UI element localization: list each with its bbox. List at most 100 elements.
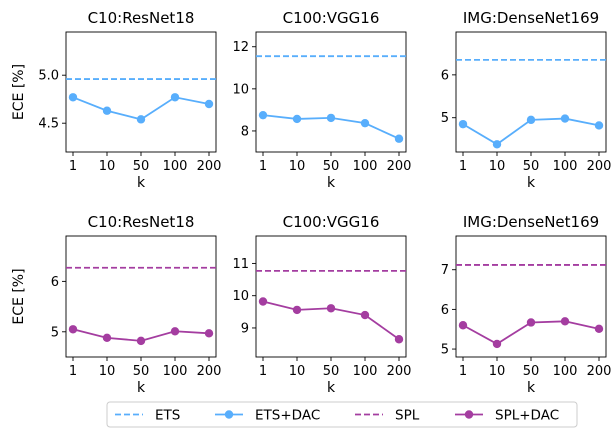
chart-title: C10:ResNet18 xyxy=(88,213,195,231)
legend-item: SPL+DAC xyxy=(455,408,559,424)
x-tick-label: 1 xyxy=(459,159,467,174)
legend-item: SPL xyxy=(355,408,420,424)
x-tick-label: 10 xyxy=(489,364,506,379)
axes-frame xyxy=(455,235,607,358)
x-tick-label: 10 xyxy=(489,159,506,174)
x-tick-label: 50 xyxy=(133,159,150,174)
chart-panel-6: IMG:DenseNet169 1 10 50 100 200 k 5 6 7 xyxy=(441,213,612,396)
axes-frame xyxy=(255,31,407,153)
x-tick-label: 1 xyxy=(69,364,77,379)
data-point xyxy=(394,134,404,143)
chart-title: C100:VGG16 xyxy=(283,213,380,231)
x-axis-label: k xyxy=(327,380,336,396)
x-tick-label: 1 xyxy=(259,364,267,379)
data-point xyxy=(204,329,214,338)
y-tick-label: 4.5 xyxy=(38,117,59,132)
y-tick-label: 10 xyxy=(232,82,249,97)
x-axis-label: k xyxy=(137,380,146,396)
x-tick-label: 200 xyxy=(587,159,612,174)
x-tick-label: 50 xyxy=(133,364,150,379)
legend-label: SPL xyxy=(395,408,420,424)
chart-title: IMG:DenseNet169 xyxy=(463,9,599,27)
chart-panel-1: C10:ResNet18 1 10 50 100 200 k 4.5 5.0 ECE [%] xyxy=(11,9,221,191)
data-point xyxy=(258,110,268,120)
x-tick-label: 10 xyxy=(99,364,116,379)
x-axis-label: k xyxy=(137,175,146,191)
legend: ETS ETS+DAC SPL SPL+DAC xyxy=(106,401,578,428)
legend-marker xyxy=(224,410,234,419)
data-point xyxy=(326,304,336,313)
y-axis-label: ECE [%] xyxy=(11,64,27,120)
y-tick-label: 7 xyxy=(441,263,449,278)
data-point xyxy=(68,325,78,334)
y-tick-label: 5 xyxy=(441,111,449,126)
data-point xyxy=(102,333,112,343)
x-tick-label: 100 xyxy=(353,159,378,174)
x-tick-label: 50 xyxy=(323,159,340,174)
x-tick-label: 200 xyxy=(197,159,222,174)
y-tick-label: 10 xyxy=(232,289,249,304)
y-tick-label: 9 xyxy=(241,321,249,336)
legend-label: ETS xyxy=(155,408,180,424)
data-point xyxy=(594,324,604,334)
chart-title: C10:ResNet18 xyxy=(88,9,195,27)
chart-panel-2: C100:VGG16 1 10 50 100 200 k 8 10 12 xyxy=(232,9,411,191)
y-tick-label: 5.0 xyxy=(38,69,59,84)
data-point xyxy=(526,115,536,125)
y-axis-label: ECE [%] xyxy=(11,268,27,324)
data-point xyxy=(526,318,536,327)
data-point xyxy=(292,114,302,124)
legend-item: ETS xyxy=(115,408,180,424)
x-tick-label: 100 xyxy=(553,364,578,379)
y-tick-label: 6 xyxy=(441,303,449,318)
data-point xyxy=(170,93,180,102)
data-point xyxy=(492,339,502,349)
data-point xyxy=(492,140,502,149)
data-point xyxy=(292,305,302,315)
y-tick-label: 5 xyxy=(441,343,449,358)
data-point xyxy=(170,327,180,336)
x-axis-label: k xyxy=(527,380,536,396)
x-tick-label: 200 xyxy=(387,364,412,379)
chart-panel-4: C10:ResNet18 1 10 50 100 200 k 5 6 ECE [%] xyxy=(11,213,221,396)
data-point xyxy=(560,114,570,123)
data-point xyxy=(594,121,604,130)
data-point xyxy=(136,336,146,346)
x-tick-label: 100 xyxy=(163,364,188,379)
x-tick-label: 1 xyxy=(459,364,467,379)
data-point xyxy=(394,335,404,344)
data-point xyxy=(102,106,112,115)
y-tick-label: 6 xyxy=(441,68,449,83)
data-point xyxy=(458,321,468,330)
x-tick-label: 50 xyxy=(523,159,540,174)
data-point xyxy=(360,118,370,128)
x-tick-label: 100 xyxy=(163,159,188,174)
legend-label: SPL+DAC xyxy=(495,408,559,424)
x-tick-label: 50 xyxy=(323,364,340,379)
x-tick-label: 1 xyxy=(259,159,267,174)
y-tick-label: 11 xyxy=(232,257,249,272)
data-point xyxy=(458,119,468,129)
x-tick-label: 50 xyxy=(523,364,540,379)
data-point xyxy=(204,99,214,109)
x-tick-label: 10 xyxy=(289,364,306,379)
x-tick-label: 1 xyxy=(69,159,77,174)
legend-marker xyxy=(464,410,474,419)
axes-frame xyxy=(255,235,407,358)
y-tick-label: 6 xyxy=(51,275,59,290)
x-axis-label: k xyxy=(327,175,336,191)
data-point xyxy=(326,113,336,123)
chart-title: C100:VGG16 xyxy=(283,9,380,27)
data-point xyxy=(360,310,370,320)
legend-frame xyxy=(106,401,578,428)
chart-panel-5: C100:VGG16 1 10 50 100 200 k 9 10 11 xyxy=(232,213,411,396)
x-tick-label: 100 xyxy=(353,364,378,379)
y-tick-label: 8 xyxy=(241,124,249,139)
legend-item: ETS+DAC xyxy=(215,408,320,424)
x-axis-label: k xyxy=(527,175,536,191)
chart-title: IMG:DenseNet169 xyxy=(463,213,599,231)
data-point xyxy=(560,317,570,326)
x-tick-label: 200 xyxy=(197,364,222,379)
x-tick-label: 10 xyxy=(289,159,306,174)
